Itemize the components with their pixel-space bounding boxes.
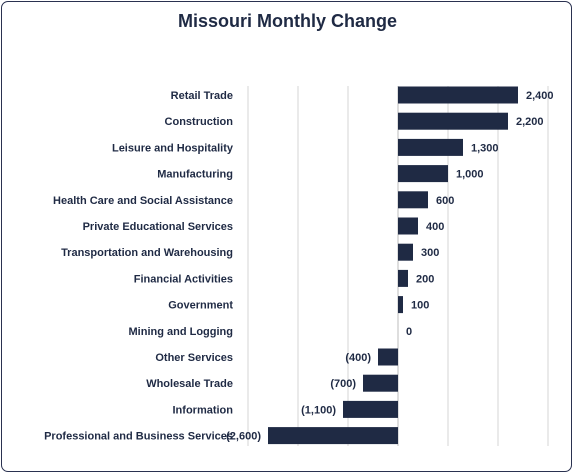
category-label: Government — [168, 300, 233, 312]
bar — [398, 138, 463, 156]
category-label: Mining and Logging — [129, 326, 233, 338]
bar — [398, 269, 408, 287]
category-label: Financial Activities — [134, 273, 233, 285]
bar — [363, 374, 398, 392]
value-label: 1,300 — [471, 142, 499, 154]
bar — [268, 427, 398, 445]
category-label: Information — [173, 404, 234, 416]
labels: Retail Trade 2,400 Construction 2,200 Leisur… — [44, 90, 553, 443]
bar — [398, 296, 403, 314]
bar — [398, 86, 518, 104]
category-label: Construction — [165, 116, 234, 128]
bar — [398, 191, 428, 209]
value-label: 1,000 — [456, 169, 484, 181]
category-label: Wholesale Trade — [146, 378, 233, 390]
value-label: 300 — [421, 247, 439, 259]
value-label: 2,400 — [526, 90, 554, 102]
value-label: (1,100) — [301, 404, 336, 416]
category-label: Health Care and Social Assistance — [53, 195, 233, 207]
category-label: Transportation and Warehousing — [61, 247, 233, 259]
value-label: 600 — [436, 195, 454, 207]
value-label: 0 — [406, 326, 412, 338]
value-label: (700) — [330, 378, 356, 390]
bar — [378, 348, 398, 366]
bar — [398, 217, 418, 235]
value-label: (400) — [345, 352, 371, 364]
category-label: Private Educational Services — [83, 221, 233, 233]
bar — [398, 112, 508, 130]
category-label: Professional and Business Services — [44, 431, 233, 443]
bars — [268, 86, 518, 445]
value-label: 2,200 — [516, 116, 544, 128]
value-label: 100 — [411, 300, 429, 312]
category-label: Retail Trade — [171, 90, 233, 102]
bar — [343, 400, 398, 418]
category-label: Manufacturing — [157, 169, 233, 181]
value-label: (2,600) — [226, 431, 261, 443]
category-label: Other Services — [155, 352, 233, 364]
value-label: 400 — [426, 221, 444, 233]
chart-title: Missouri Monthly Change — [177, 11, 397, 31]
value-label: 200 — [416, 273, 434, 285]
bar — [398, 165, 448, 183]
bar — [398, 243, 413, 261]
category-label: Leisure and Hospitality — [112, 142, 234, 154]
